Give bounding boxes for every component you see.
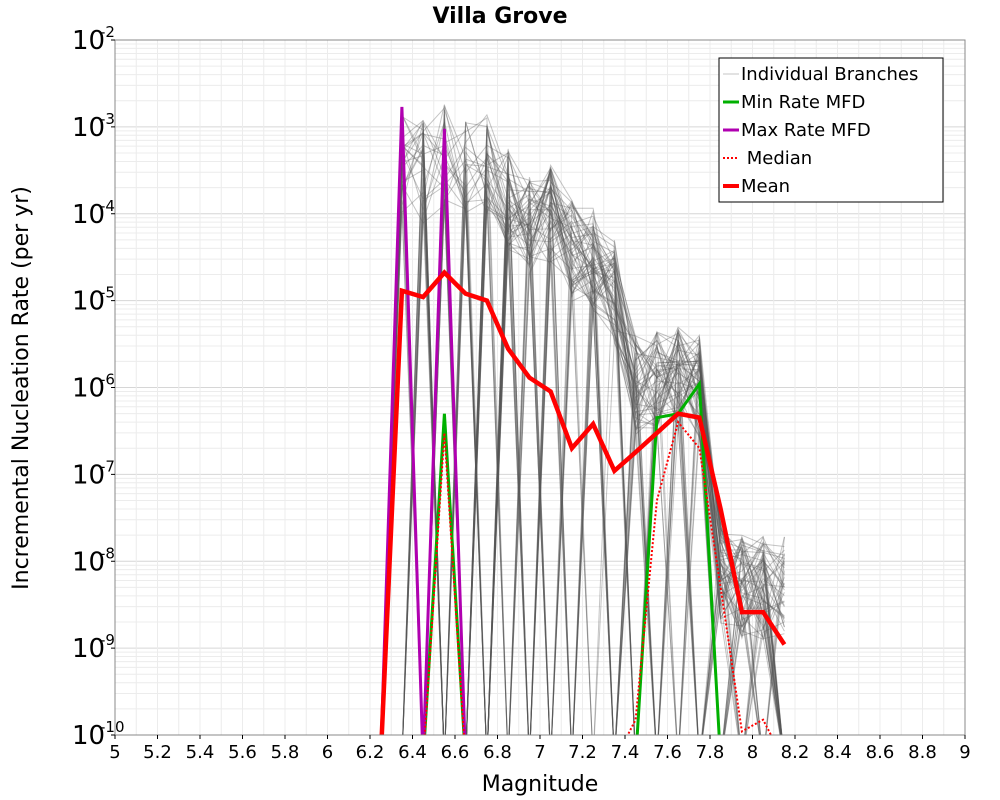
branch-line [423, 109, 781, 735]
branch-line [487, 201, 783, 735]
legend-label: Max Rate MFD [741, 120, 871, 141]
x-tick-label: 5.4 [186, 742, 215, 763]
y-tick-label: 10 [72, 113, 105, 143]
branch-line [423, 183, 785, 735]
x-tick-label: 9 [959, 742, 970, 763]
series-lines [379, 106, 787, 735]
x-tick-label: 6.8 [483, 742, 512, 763]
branch-line [402, 178, 785, 735]
branch-line [381, 154, 782, 735]
legend-label: Min Rate MFD [741, 92, 865, 113]
x-tick-label: 6.4 [398, 742, 427, 763]
branch-line [402, 195, 783, 735]
y-tick-exponent: -7 [100, 457, 115, 475]
y-axis-label: Incremental Nucleation Rate (per yr) [9, 186, 34, 590]
x-tick-label: 8.8 [908, 742, 937, 763]
branch-line [380, 109, 785, 735]
branch-line [381, 159, 785, 735]
chart-title: Villa Grove [432, 4, 567, 29]
legend: Individual Branches Min Rate MFD Max Rate … [718, 57, 944, 203]
x-tick-label: 6.6 [441, 742, 470, 763]
branch-line [381, 164, 783, 735]
branch-line [381, 132, 761, 735]
x-tick-label: 5.8 [271, 742, 300, 763]
x-tick-label: 8.4 [823, 742, 852, 763]
branch-line [380, 119, 783, 735]
x-tick-label: 5.6 [228, 742, 257, 763]
branch-line [381, 124, 781, 735]
branch-line [402, 104, 785, 735]
branch-line [508, 208, 783, 735]
y-tick-exponent: -4 [100, 197, 115, 215]
legend-label: Individual Branches [741, 64, 918, 85]
y-tick-exponent: -8 [100, 544, 115, 562]
branch-line [380, 116, 785, 735]
x-tick-label: 7.6 [653, 742, 682, 763]
branch-line [444, 189, 785, 735]
branch-line [423, 152, 785, 735]
branch-line [402, 119, 781, 735]
branch-line [423, 162, 785, 735]
branch-line [380, 120, 785, 735]
legend-label: Median [741, 148, 812, 169]
branch-line [380, 122, 782, 735]
x-tick-label: 7 [534, 742, 545, 763]
x-axis-ticks: 5 5.2 5.4 5.6 5.8 6 6.2 6.4 6.6 6.8 7 7.2 7.4 7.6 7.8 8… [109, 735, 971, 763]
x-tick-label: 8.2 [781, 742, 810, 763]
branch-line [381, 120, 785, 735]
branch-line [380, 114, 761, 735]
branch-line [381, 144, 783, 735]
x-tick-label: 5.2 [143, 742, 172, 763]
y-tick-exponent: -9 [100, 631, 115, 649]
branch-line [381, 144, 785, 735]
branch-line [381, 158, 785, 735]
y-tick-exponent: -10 [100, 718, 125, 736]
y-tick-label: 10 [72, 634, 105, 664]
y-tick-label: 10 [72, 287, 105, 317]
branch-line [381, 146, 785, 735]
y-tick-exponent: -6 [100, 371, 115, 389]
y-tick-exponent: -5 [100, 284, 115, 302]
branch-line [402, 185, 782, 735]
y-tick-label: 10 [72, 374, 105, 404]
series-min-rate-mfd [423, 379, 721, 735]
branch-line [423, 180, 782, 735]
y-tick-exponent: -3 [100, 110, 115, 128]
branch-line [402, 124, 782, 735]
x-tick-label: 8.6 [866, 742, 895, 763]
y-tick-label: 10 [72, 460, 105, 490]
x-tick-label: 6 [322, 742, 333, 763]
series-max-rate-mfd [379, 106, 467, 735]
y-tick-exponent: -2 [100, 23, 115, 41]
branch-line [381, 105, 785, 735]
branch-line [381, 152, 782, 735]
branch-line [380, 115, 760, 735]
y-tick-label: 10 [72, 547, 105, 577]
branch-line [381, 167, 785, 735]
x-tick-label: 7.8 [696, 742, 725, 763]
x-tick-label: 5 [109, 742, 120, 763]
legend-box [718, 57, 944, 203]
x-axis-label: Magnitude [482, 772, 599, 797]
y-tick-label: 10 [72, 721, 105, 751]
branch-line [402, 199, 785, 735]
branch-line [380, 114, 785, 735]
x-tick-label: 7.2 [568, 742, 597, 763]
y-tick-label: 10 [72, 200, 105, 230]
legend-label: Mean [741, 176, 790, 197]
series-mean [379, 269, 787, 735]
branch-line [380, 128, 783, 735]
x-tick-label: 6.2 [356, 742, 385, 763]
x-tick-label: 7.4 [611, 742, 640, 763]
branch-line [402, 121, 785, 735]
x-tick-label: 8 [747, 742, 758, 763]
grid [114, 40, 966, 736]
series-median [423, 419, 773, 735]
y-tick-label: 10 [72, 26, 105, 56]
